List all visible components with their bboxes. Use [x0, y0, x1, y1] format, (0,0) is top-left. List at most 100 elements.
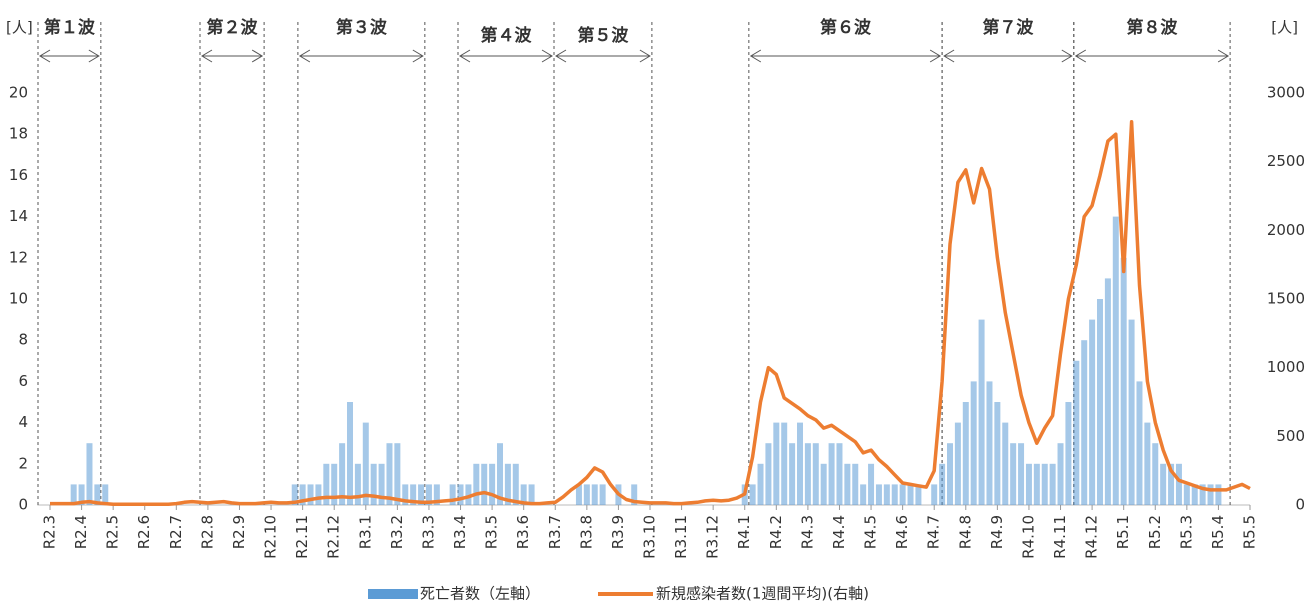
bar	[433, 484, 440, 505]
y-tick-label: 12	[9, 248, 28, 266]
y2-tick-label: 3000	[1267, 84, 1305, 102]
arrow-head	[201, 49, 264, 63]
bar	[1097, 299, 1103, 505]
bar	[875, 484, 882, 505]
bar	[631, 484, 638, 505]
y-tick-label: 16	[9, 166, 28, 184]
bar	[418, 484, 425, 505]
bar	[1120, 257, 1127, 505]
x-tick-label: R2.10	[262, 515, 280, 559]
bar	[1041, 463, 1048, 505]
x-tick-label: R4.3	[798, 515, 816, 549]
arrow-head	[943, 49, 1073, 63]
x-tick-label: R2.5	[104, 515, 122, 549]
bar	[1073, 360, 1080, 505]
bar	[520, 484, 527, 505]
bar	[370, 463, 377, 505]
x-tick-label: R4.6	[893, 515, 911, 549]
bar	[354, 463, 361, 505]
bar	[386, 443, 393, 505]
x-tick-label: R2.6	[135, 515, 153, 549]
x-tick-label: R3.3	[419, 515, 437, 549]
arrow-head	[555, 49, 651, 63]
bar	[1112, 216, 1119, 505]
bar	[962, 402, 969, 505]
bar	[883, 484, 890, 505]
bar	[860, 484, 867, 505]
bar	[583, 484, 590, 505]
bar	[299, 484, 306, 505]
x-tick-label: R3.10	[641, 515, 659, 559]
bar	[986, 381, 993, 505]
bar	[1144, 422, 1151, 505]
x-tick-label: R2.4	[72, 515, 90, 549]
x-tick-label: R2.12	[325, 515, 343, 559]
x-tick-label: R4.5	[862, 515, 880, 549]
bar	[457, 484, 464, 505]
bar	[899, 484, 906, 505]
bar	[970, 381, 977, 505]
bar	[947, 443, 953, 505]
legend-label: 死亡者数（左軸）	[420, 585, 540, 603]
y-tick-label: 14	[9, 207, 28, 225]
x-tick-label: R3.12	[704, 515, 722, 559]
bar	[481, 463, 488, 505]
x-tick-label: R5.1	[1114, 515, 1132, 549]
y2-tick-label: 0	[1295, 496, 1305, 514]
x-tick-label: R5.3	[1177, 515, 1195, 549]
x-tick-label: R4.4	[830, 515, 848, 549]
bar	[1018, 443, 1025, 505]
wave-label: 第２波	[207, 17, 259, 38]
x-tick-label: R3.1	[356, 515, 374, 549]
x-tick-label: R3.4	[451, 515, 469, 549]
x-tick-label: R5.4	[1209, 515, 1227, 549]
x-tick-label: R5.5	[1241, 515, 1259, 549]
x-tick-label: R3.7	[546, 515, 564, 549]
bar	[931, 484, 938, 505]
bar	[757, 463, 764, 505]
bar	[1089, 319, 1096, 505]
bar	[1057, 443, 1064, 505]
bar	[497, 443, 503, 505]
bar	[465, 484, 472, 505]
bar	[528, 484, 535, 505]
x-tick-label: R4.8	[956, 515, 974, 549]
bar	[939, 463, 946, 505]
x-tick-label: R5.2	[1146, 515, 1164, 549]
y-tick-label: 10	[9, 290, 28, 308]
legend-label: 新規感染者数(1週間平均)(右軸)	[656, 585, 869, 603]
bar	[954, 422, 961, 505]
wave-label: 第５波	[577, 25, 629, 46]
y2-unit-label: [人]	[1271, 19, 1298, 37]
bar	[78, 484, 85, 505]
x-tick-label: R2.7	[167, 515, 185, 549]
bar	[94, 484, 101, 505]
arrow-head	[298, 49, 424, 63]
bar	[347, 402, 353, 505]
x-tick-label: R4.9	[988, 515, 1006, 549]
wave-label: 第６波	[820, 17, 872, 38]
x-tick-label: R2.8	[198, 515, 216, 549]
y2-tick-label: 2500	[1267, 152, 1305, 170]
bar	[1104, 278, 1111, 505]
y-tick-label: 6	[18, 372, 28, 390]
bar	[86, 443, 93, 505]
x-tick-label: R4.11	[1051, 515, 1069, 559]
bar	[781, 422, 788, 505]
bar	[1168, 463, 1175, 505]
x-tick-label: R4.2	[767, 515, 785, 549]
bar	[978, 319, 985, 505]
x-tick-label: R3.11	[672, 515, 690, 559]
bar	[797, 422, 803, 505]
bar	[473, 463, 480, 505]
bar	[307, 484, 314, 505]
bar	[331, 463, 338, 505]
x-tick-label: R3.5	[483, 515, 501, 549]
x-tick-label: R4.12	[1083, 515, 1101, 559]
x-tick-label: R4.1	[735, 515, 753, 549]
bar	[1207, 484, 1214, 505]
line	[50, 120, 1251, 507]
wave-label: 第４波	[481, 25, 533, 46]
bar	[844, 463, 851, 505]
y-unit-label: [人]	[6, 19, 33, 37]
